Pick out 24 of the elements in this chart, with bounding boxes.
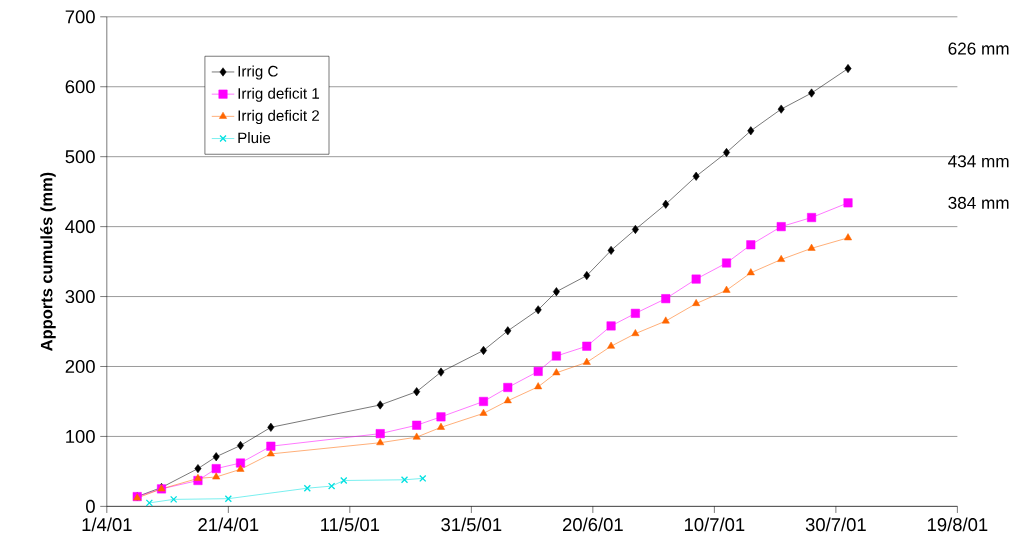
y-tick-label: 700: [65, 10, 95, 24]
x-tick-label: 19/8/01: [927, 517, 988, 532]
x-tick-label: 31/5/01: [441, 517, 502, 532]
y-tick-label: 200: [65, 359, 95, 374]
annotation: 626 mm: [948, 42, 1009, 55]
y-tick-label: 100: [66, 429, 95, 444]
x-tick-label: 11/5/01: [321, 517, 380, 532]
y-tick-label: 400: [65, 220, 95, 234]
y-tick-label: 300: [65, 290, 95, 304]
y-tick-label: 600: [65, 80, 95, 94]
legend-label: Irrig C: [238, 65, 278, 80]
y-tick-label: 0: [86, 499, 95, 513]
x-tick-label: 20/6/01: [562, 517, 623, 532]
annotation: 434 mm: [948, 155, 1009, 168]
x-tick-label: 1/4/01: [82, 517, 132, 532]
y-tick-label: 500: [65, 150, 95, 164]
legend-label: Pluie: [238, 132, 271, 144]
legend-label: Irrig deficit 2: [238, 109, 319, 125]
x-tick-label: 21/4/01: [198, 517, 259, 532]
y-axis-title: Apports cumulés (mm): [40, 172, 56, 351]
x-tick-label: 30/7/01: [805, 517, 866, 532]
legend-label: Irrig deficit 1: [238, 87, 320, 102]
x-tick-label: 10/7/01: [684, 517, 745, 532]
annotation: 384 mm: [948, 196, 1009, 209]
